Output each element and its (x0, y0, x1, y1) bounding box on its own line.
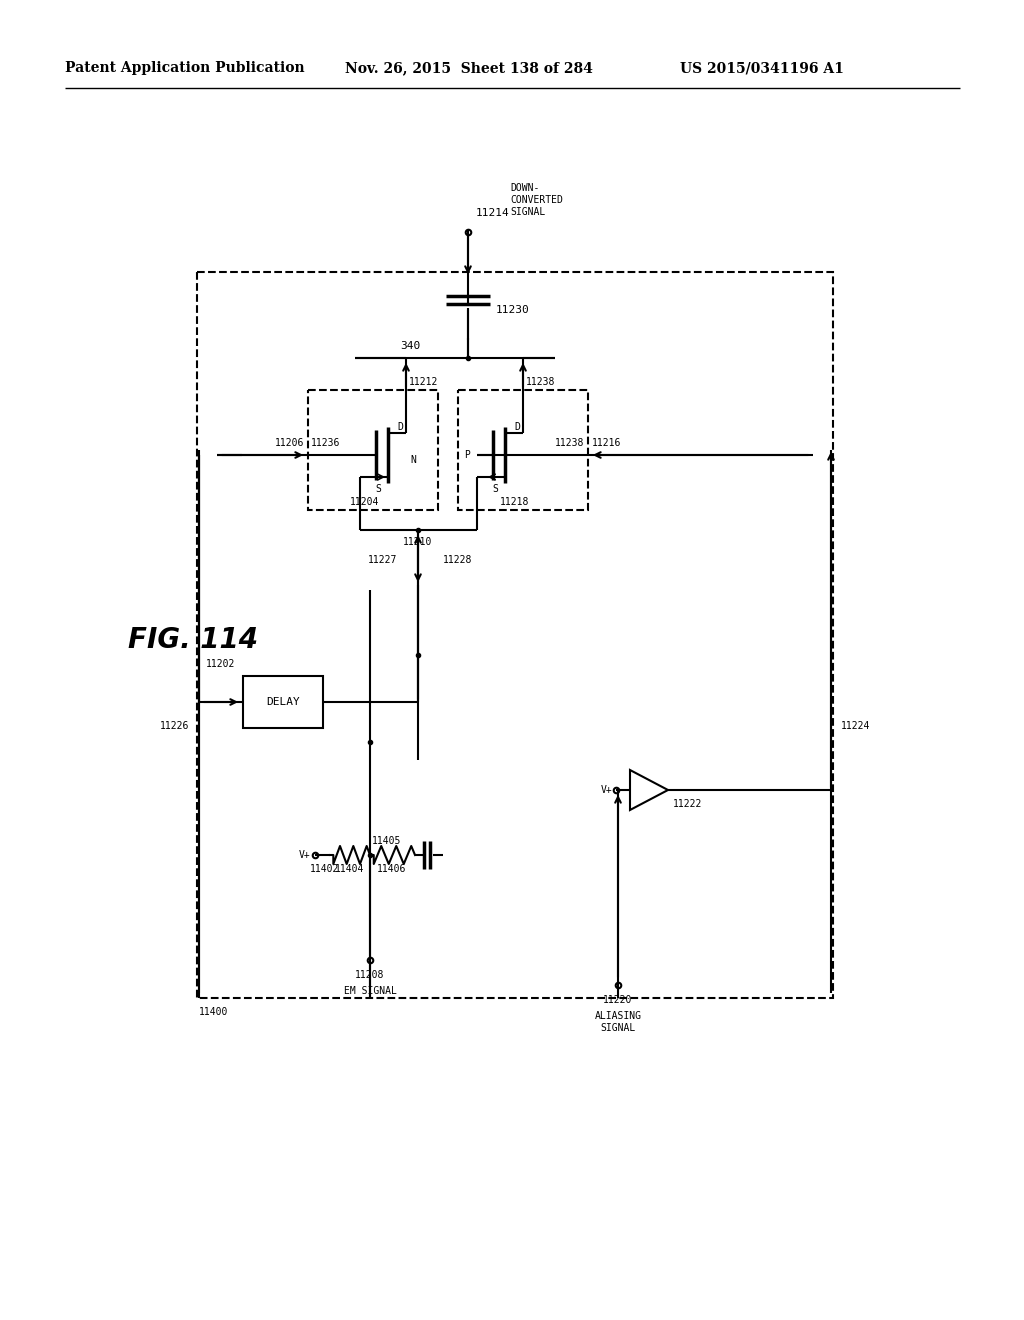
Text: 11204: 11204 (350, 498, 380, 507)
Text: 11206: 11206 (274, 438, 304, 447)
Bar (243, 676, 323, 729)
Text: 11400: 11400 (199, 1007, 228, 1016)
Text: 340: 340 (400, 341, 420, 351)
Text: 11224: 11224 (841, 721, 870, 731)
Text: 11210: 11210 (403, 537, 433, 546)
Text: 11226: 11226 (160, 721, 189, 731)
Text: S: S (375, 484, 381, 494)
Text: 11236: 11236 (311, 438, 341, 447)
Text: 11238: 11238 (526, 378, 555, 387)
Text: 11406: 11406 (377, 865, 407, 874)
Text: D: D (514, 422, 520, 432)
Bar (458, 389, 588, 510)
Text: S: S (493, 484, 498, 494)
Text: EM SIGNAL: EM SIGNAL (344, 986, 396, 997)
Text: 11218: 11218 (501, 498, 529, 507)
Bar (197, 272, 833, 998)
Text: Patent Application Publication: Patent Application Publication (65, 61, 304, 75)
Text: 11404: 11404 (335, 865, 365, 874)
Text: 11405: 11405 (372, 836, 401, 846)
Text: 11402: 11402 (310, 865, 340, 874)
Text: 11228: 11228 (442, 554, 472, 565)
Text: 11212: 11212 (409, 378, 438, 387)
Text: 11202: 11202 (206, 659, 234, 669)
Text: 11222: 11222 (673, 799, 702, 809)
Text: FIG. 114: FIG. 114 (128, 626, 258, 653)
Text: 11230: 11230 (496, 305, 529, 315)
Text: 11214: 11214 (476, 209, 510, 218)
Text: US 2015/0341196 A1: US 2015/0341196 A1 (680, 61, 844, 75)
Text: 11227: 11227 (368, 554, 397, 565)
Text: DOWN-
CONVERTED
SIGNAL: DOWN- CONVERTED SIGNAL (510, 183, 563, 216)
Text: 11220: 11220 (603, 995, 633, 1005)
Text: D: D (397, 422, 402, 432)
Text: N: N (410, 455, 416, 465)
Text: V+: V+ (298, 850, 310, 861)
Text: 11238: 11238 (555, 438, 585, 447)
Bar (308, 389, 438, 510)
Text: DELAY: DELAY (266, 697, 300, 708)
Text: ALIASING
SIGNAL: ALIASING SIGNAL (595, 1011, 641, 1032)
Text: Nov. 26, 2015  Sheet 138 of 284: Nov. 26, 2015 Sheet 138 of 284 (345, 61, 593, 75)
Text: V+: V+ (600, 785, 612, 795)
Text: 11216: 11216 (592, 438, 622, 447)
Text: P: P (464, 450, 470, 459)
Text: 11208: 11208 (355, 970, 385, 979)
